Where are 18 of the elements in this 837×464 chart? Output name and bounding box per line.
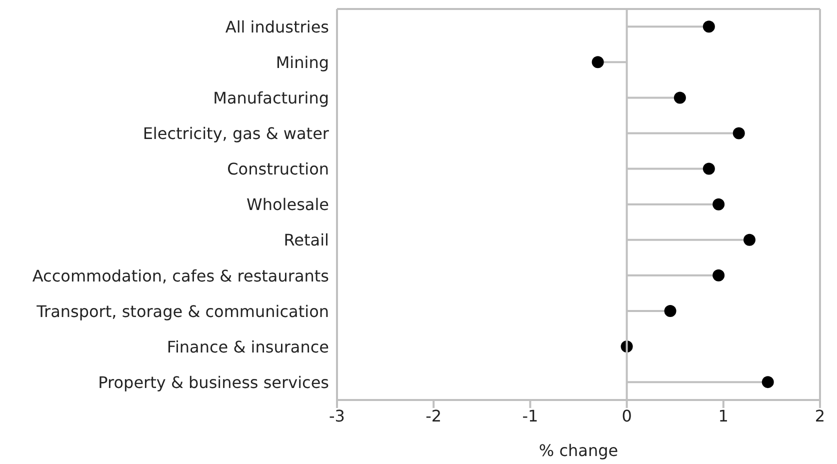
y-tick-label: Retail xyxy=(284,230,329,250)
y-tick-label: Wholesale xyxy=(246,195,329,214)
x-tick-label: -2 xyxy=(426,406,442,426)
y-tick-label: Transport, storage & communication xyxy=(36,302,329,321)
x-axis-title: % change xyxy=(538,441,618,460)
y-tick-label: All industries xyxy=(225,17,329,36)
y-tick-label: Finance & insurance xyxy=(166,337,329,356)
y-tick-label: Accommodation, cafes & restaurants xyxy=(32,266,329,286)
x-tick-label: 2 xyxy=(814,406,826,426)
x-tick-label: -3 xyxy=(329,406,345,426)
y-tick-label: Construction xyxy=(227,160,329,179)
y-tick-label: Electricity, gas & water xyxy=(142,124,330,144)
y-tick-label: Property & business services xyxy=(98,372,329,392)
x-tick-label: 1 xyxy=(718,406,728,426)
x-tick-label: -1 xyxy=(522,406,538,426)
y-tick-label: Mining xyxy=(276,53,329,72)
y-tick-label: Manufacturing xyxy=(213,88,329,108)
x-tick-label: 0 xyxy=(622,406,632,426)
